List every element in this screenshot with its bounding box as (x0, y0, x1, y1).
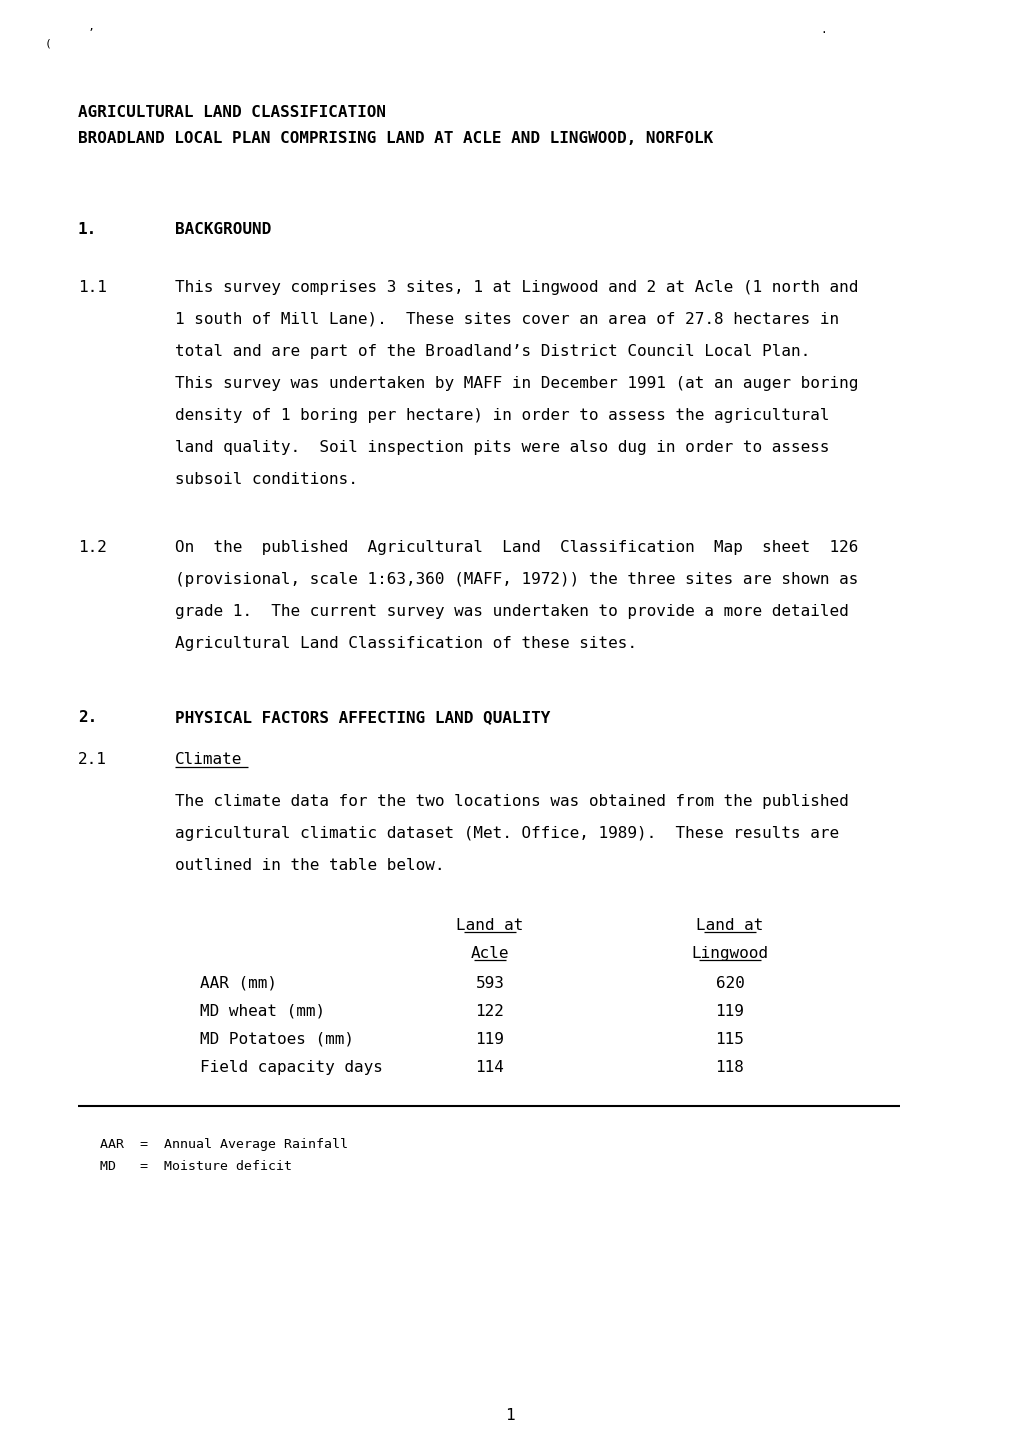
Text: .: . (819, 24, 826, 35)
Text: BROADLAND LOCAL PLAN COMPRISING LAND AT ACLE AND LINGWOOD, NORFOLK: BROADLAND LOCAL PLAN COMPRISING LAND AT … (77, 131, 712, 147)
Text: total and are part of the Broadland’s District Council Local Plan.: total and are part of the Broadland’s Di… (175, 344, 809, 360)
Text: (: ( (45, 37, 52, 47)
Text: On  the  published  Agricultural  Land  Classification  Map  sheet  126: On the published Agricultural Land Class… (175, 541, 858, 555)
Text: 1: 1 (504, 1408, 515, 1424)
Text: 118: 118 (715, 1060, 744, 1076)
Text: Acle: Acle (471, 946, 508, 961)
Text: AGRICULTURAL LAND CLASSIFICATION: AGRICULTURAL LAND CLASSIFICATION (77, 105, 385, 119)
Text: 593: 593 (475, 976, 504, 991)
Text: AAR  =  Annual Average Rainfall: AAR = Annual Average Rainfall (100, 1137, 347, 1150)
Text: 119: 119 (475, 1032, 504, 1047)
Text: Climate: Climate (175, 752, 243, 766)
Text: 1.: 1. (77, 221, 97, 237)
Text: 119: 119 (715, 1004, 744, 1020)
Text: This survey comprises 3 sites, 1 at Lingwood and 2 at Acle (1 north and: This survey comprises 3 sites, 1 at Ling… (175, 280, 858, 295)
Text: Land at: Land at (455, 917, 523, 933)
Text: 1.1: 1.1 (77, 280, 107, 295)
Text: (provisional, scale 1:63,360 (MAFF, 1972)) the three sites are shown as: (provisional, scale 1:63,360 (MAFF, 1972… (175, 572, 858, 587)
Text: agricultural climatic dataset (Met. Office, 1989).  These results are: agricultural climatic dataset (Met. Offi… (175, 825, 839, 841)
Text: Land at: Land at (696, 917, 763, 933)
Text: BACKGROUND: BACKGROUND (175, 221, 271, 237)
Text: 114: 114 (475, 1060, 504, 1076)
Text: density of 1 boring per hectare) in order to assess the agricultural: density of 1 boring per hectare) in orde… (175, 408, 828, 423)
Text: 2.: 2. (77, 710, 97, 725)
Text: 115: 115 (715, 1032, 744, 1047)
Text: ’: ’ (88, 27, 95, 37)
Text: Agricultural Land Classification of these sites.: Agricultural Land Classification of thes… (175, 636, 637, 651)
Text: This survey was undertaken by MAFF in December 1991 (at an auger boring: This survey was undertaken by MAFF in De… (175, 375, 858, 391)
Text: 620: 620 (715, 976, 744, 991)
Text: land quality.  Soil inspection pits were also dug in order to assess: land quality. Soil inspection pits were … (175, 440, 828, 454)
Text: outlined in the table below.: outlined in the table below. (175, 858, 444, 873)
Text: Lingwood: Lingwood (691, 946, 767, 961)
Text: The climate data for the two locations was obtained from the published: The climate data for the two locations w… (175, 794, 848, 810)
Text: 1.2: 1.2 (77, 541, 107, 555)
Text: MD Potatoes (mm): MD Potatoes (mm) (200, 1032, 354, 1047)
Text: PHYSICAL FACTORS AFFECTING LAND QUALITY: PHYSICAL FACTORS AFFECTING LAND QUALITY (175, 710, 550, 725)
Text: 1 south of Mill Lane).  These sites cover an area of 27.8 hectares in: 1 south of Mill Lane). These sites cover… (175, 312, 839, 326)
Text: MD   =  Moisture deficit: MD = Moisture deficit (100, 1160, 291, 1173)
Text: grade 1.  The current survey was undertaken to provide a more detailed: grade 1. The current survey was undertak… (175, 604, 848, 618)
Text: 2.1: 2.1 (77, 752, 107, 766)
Text: subsoil conditions.: subsoil conditions. (175, 472, 358, 487)
Text: Field capacity days: Field capacity days (200, 1060, 382, 1076)
Text: AAR (mm): AAR (mm) (200, 976, 277, 991)
Text: 122: 122 (475, 1004, 504, 1020)
Text: MD wheat (mm): MD wheat (mm) (200, 1004, 325, 1020)
